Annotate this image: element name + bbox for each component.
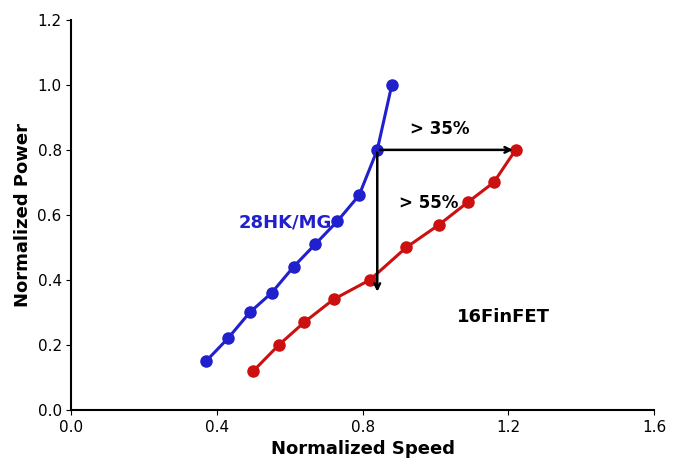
X-axis label: Normalized Speed: Normalized Speed bbox=[271, 440, 455, 458]
Text: 28HK/MG: 28HK/MG bbox=[239, 214, 333, 232]
Text: > 55%: > 55% bbox=[399, 194, 458, 212]
Text: > 35%: > 35% bbox=[410, 119, 469, 138]
Y-axis label: Normalized Power: Normalized Power bbox=[14, 123, 32, 307]
Text: 16FinFET: 16FinFET bbox=[458, 308, 550, 326]
